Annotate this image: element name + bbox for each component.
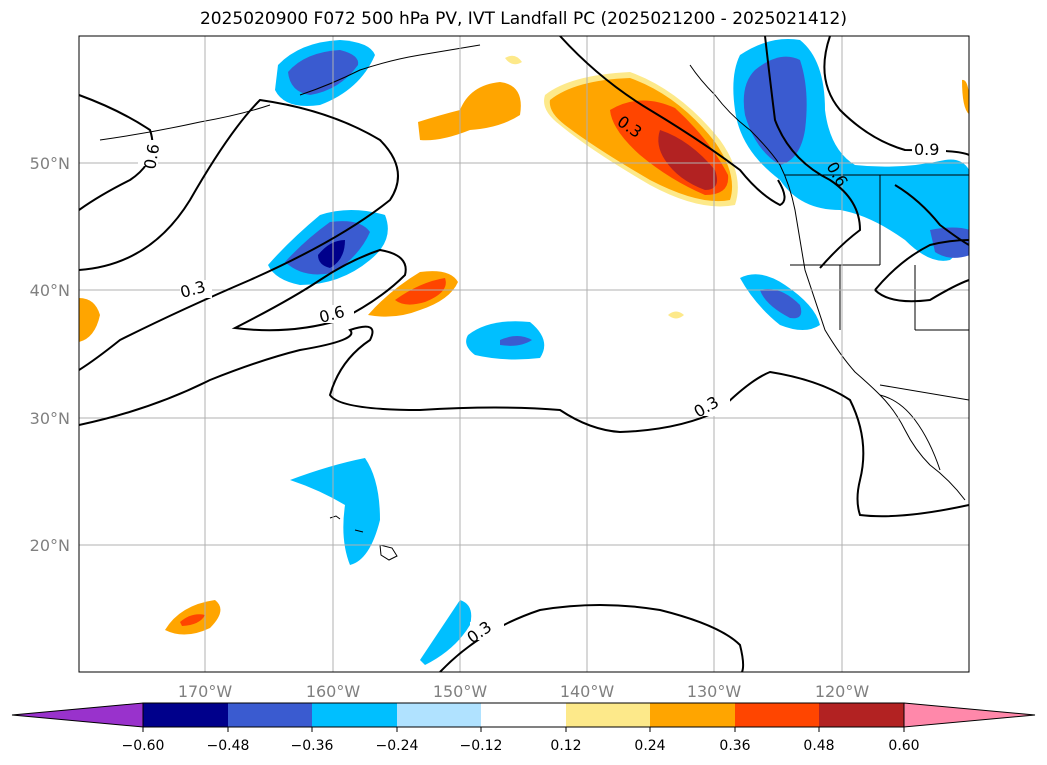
filled-anomaly-regions	[79, 39, 969, 665]
colorbar-segment	[481, 703, 566, 727]
figure-title: 2025020900 F072 500 hPa PV, IVT Landfall…	[199, 9, 847, 29]
colorbar-segment	[819, 703, 904, 727]
colorbar-tick-label: 0.48	[803, 738, 834, 754]
contour-label: 0.9	[914, 140, 939, 159]
lat-tick-label: 30°N	[30, 409, 70, 428]
contour-0-3-west	[79, 98, 399, 371]
colorbar-tick-label: 0.60	[888, 738, 919, 754]
contour-label: 0.6	[140, 142, 163, 170]
aleutians	[99, 104, 271, 141]
lat-tick-labels: 50°N 40°N 30°N 20°N	[30, 154, 70, 555]
contour-0-3-main	[79, 325, 969, 518]
colorbar-tick-label: −0.24	[376, 738, 419, 754]
coastlines	[99, 44, 969, 561]
lon-tick-label: 130°W	[687, 682, 742, 701]
lon-tick-labels: 170°W 160°W 150°W 140°W 130°W 120°W	[178, 682, 870, 701]
contour-0-3-north	[559, 36, 786, 207]
gridlines	[79, 36, 969, 672]
colorbar-segment	[397, 703, 481, 727]
baja-coast	[879, 394, 941, 471]
colorbar-segment	[735, 703, 819, 727]
colorbar-extend-right	[903, 702, 1036, 728]
colorbar-tick-label: −0.36	[291, 738, 334, 754]
colorbar-tick-label: −0.60	[122, 738, 165, 754]
colorbar-segment	[312, 703, 397, 727]
contour-0-6-mid	[231, 248, 407, 332]
colorbar-tick-label: 0.36	[719, 738, 750, 754]
colorbar-segment	[566, 703, 650, 727]
map-border	[78, 35, 970, 673]
colorbar-extend-left	[11, 702, 144, 728]
positive-anomaly-mid	[418, 82, 521, 141]
colorbar-frame	[142, 702, 905, 728]
pv-contours	[79, 36, 969, 672]
colorbar-segment	[143, 703, 228, 727]
lat-tick-label: 50°N	[30, 154, 70, 173]
state-borders	[785, 174, 969, 401]
contour-0-9-east	[823, 36, 969, 303]
lon-tick-label: 140°W	[560, 682, 615, 701]
lat-tick-label: 20°N	[30, 536, 70, 555]
lon-tick-label: 120°W	[815, 682, 870, 701]
north-america-coast	[689, 64, 966, 501]
map-area: 0.6 0.3 0.6 0.3 0.3 0.3 0.6 0.9	[79, 36, 969, 672]
contour-0-6-east	[764, 36, 862, 269]
colorbar-tick-label: −0.12	[460, 738, 503, 754]
contour-label: 0.3	[691, 392, 723, 421]
lat-tick-label: 40°N	[30, 281, 70, 300]
colorbar-tick-label: 0.12	[550, 738, 581, 754]
alaska-coast	[299, 44, 481, 96]
colorbar-tick-label: −0.48	[207, 738, 250, 754]
colorbar-segment	[650, 703, 735, 727]
colorbar-segment	[228, 703, 312, 727]
colorbar-tick-label: 0.24	[634, 738, 665, 754]
lon-tick-label: 170°W	[178, 682, 233, 701]
hawaii-islands	[329, 515, 398, 561]
lon-tick-label: 150°W	[433, 682, 488, 701]
lon-tick-label: 160°W	[306, 682, 361, 701]
colorbar: −0.60 −0.48 −0.36 −0.24 −0.12 0.12 0.24 …	[11, 702, 1036, 754]
